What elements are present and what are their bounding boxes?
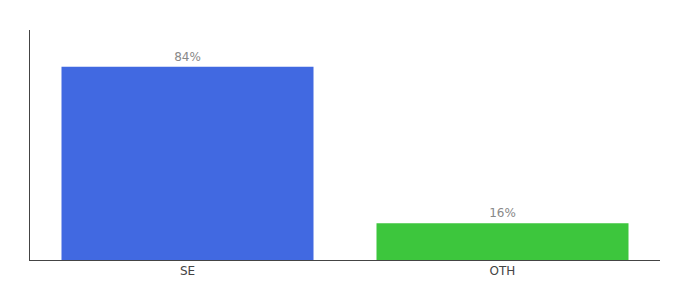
svg-text:OTH: OTH — [490, 264, 516, 278]
svg-text:SE: SE — [180, 264, 195, 278]
svg-text:16%: 16% — [489, 206, 516, 220]
svg-text:84%: 84% — [174, 50, 201, 64]
